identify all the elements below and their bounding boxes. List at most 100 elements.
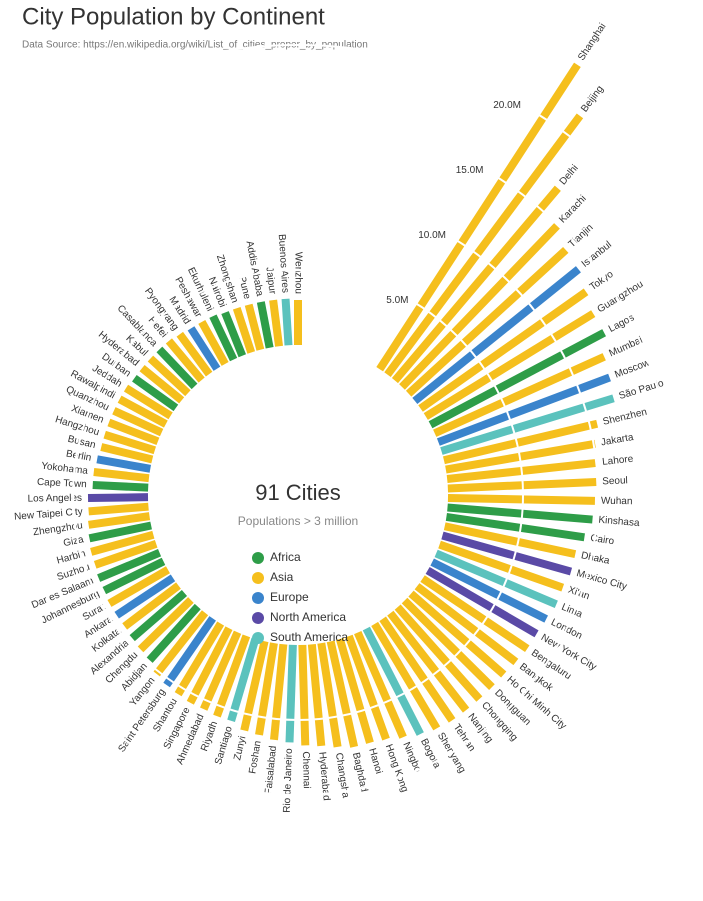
bar bbox=[371, 621, 441, 731]
bar-label: Kinshasa bbox=[598, 515, 640, 529]
bar-label: Rio de Janeiro bbox=[282, 748, 295, 813]
bar bbox=[440, 394, 615, 455]
bar bbox=[441, 531, 573, 576]
bar bbox=[408, 590, 507, 678]
center-title: 91 Cities bbox=[255, 480, 341, 505]
bar bbox=[354, 631, 407, 739]
bar bbox=[438, 540, 565, 592]
bar bbox=[362, 626, 424, 736]
bar bbox=[174, 621, 225, 697]
grid-line bbox=[72, 269, 524, 721]
bar bbox=[88, 521, 152, 543]
bar bbox=[255, 642, 278, 736]
tick-label: 20.0M bbox=[493, 100, 521, 111]
bar bbox=[93, 467, 150, 483]
bar bbox=[114, 574, 176, 619]
bar bbox=[399, 223, 560, 390]
bar bbox=[434, 549, 558, 608]
legend-label: Asia bbox=[270, 570, 294, 584]
bar bbox=[294, 300, 302, 345]
center-subtitle: Populations > 3 million bbox=[238, 514, 358, 528]
bar bbox=[447, 503, 593, 524]
bar bbox=[436, 373, 611, 446]
bar-label: Zunyi bbox=[232, 735, 248, 761]
bar bbox=[198, 319, 229, 366]
bar bbox=[209, 314, 238, 362]
bar bbox=[428, 329, 607, 429]
chart-subtitle: Data Source: https://en.wikipedia.org/wi… bbox=[22, 40, 368, 51]
bar bbox=[129, 589, 188, 642]
bar bbox=[117, 395, 168, 428]
bar bbox=[163, 616, 216, 688]
bar bbox=[112, 407, 164, 437]
bar bbox=[443, 522, 577, 559]
bar-label: Wenzhou bbox=[292, 252, 303, 294]
legend-swatch bbox=[252, 612, 264, 624]
grid-line bbox=[0, 44, 703, 901]
bar-label: Beijing bbox=[579, 84, 606, 115]
bar bbox=[379, 616, 456, 723]
legend-label: South America bbox=[270, 630, 348, 644]
grid-line bbox=[0, 194, 599, 796]
bar bbox=[93, 540, 158, 569]
bar bbox=[88, 512, 151, 529]
bar bbox=[307, 643, 326, 747]
bar bbox=[176, 331, 213, 377]
bar bbox=[442, 419, 599, 465]
bar bbox=[285, 644, 297, 743]
bar bbox=[103, 430, 157, 455]
bar-label: Berlin bbox=[65, 449, 92, 464]
bar bbox=[139, 365, 185, 404]
bar bbox=[186, 626, 233, 705]
bar bbox=[147, 355, 191, 397]
bar-label: Cape Town bbox=[37, 477, 87, 490]
bar bbox=[420, 575, 530, 652]
legend-swatch bbox=[252, 632, 264, 644]
legend-swatch bbox=[252, 552, 264, 564]
bar bbox=[256, 301, 274, 349]
bar bbox=[97, 549, 162, 582]
bar bbox=[107, 418, 160, 446]
bar bbox=[100, 443, 154, 464]
bar-label: Foshan bbox=[247, 740, 263, 775]
bar bbox=[345, 634, 390, 741]
bar-label: Tianjin bbox=[567, 222, 596, 250]
chart-title: City Population by Continent bbox=[22, 3, 325, 30]
bar bbox=[405, 246, 569, 397]
bar bbox=[281, 298, 293, 346]
bar bbox=[122, 582, 181, 630]
bar bbox=[227, 637, 260, 722]
legend-label: North America bbox=[270, 610, 346, 624]
bar bbox=[165, 338, 205, 383]
bar-label: Seoul bbox=[602, 475, 628, 487]
bar-label: Wuhan bbox=[601, 496, 633, 508]
bar-label: Faisalabad bbox=[263, 745, 279, 795]
bar-label: New Taipei City bbox=[14, 506, 83, 522]
bar bbox=[137, 597, 194, 653]
bar bbox=[244, 303, 265, 351]
bar bbox=[200, 630, 242, 711]
bar-label: Jakarta bbox=[600, 432, 635, 448]
bar-label: Buenos Aires bbox=[276, 234, 291, 294]
bar bbox=[412, 266, 581, 405]
bar bbox=[401, 597, 495, 690]
bar bbox=[433, 353, 606, 437]
bar-label: Lahore bbox=[602, 454, 635, 468]
bar bbox=[391, 185, 561, 384]
bar bbox=[146, 603, 201, 663]
bar-label: Shanghai bbox=[576, 21, 608, 62]
legend-swatch bbox=[252, 592, 264, 604]
bar bbox=[102, 557, 166, 595]
bar-label: Yokohama bbox=[41, 461, 89, 477]
bar bbox=[240, 640, 269, 732]
bar bbox=[96, 455, 152, 473]
bar bbox=[156, 346, 198, 390]
grid-line bbox=[0, 119, 674, 871]
bar bbox=[418, 288, 589, 412]
bar bbox=[87, 493, 149, 503]
bar bbox=[326, 640, 359, 748]
bar-label: Giza bbox=[62, 534, 85, 549]
tick-label: 10.0M bbox=[418, 230, 446, 241]
tick-label: 15.0M bbox=[456, 165, 484, 176]
bar-label: Hyderabad bbox=[316, 751, 331, 801]
